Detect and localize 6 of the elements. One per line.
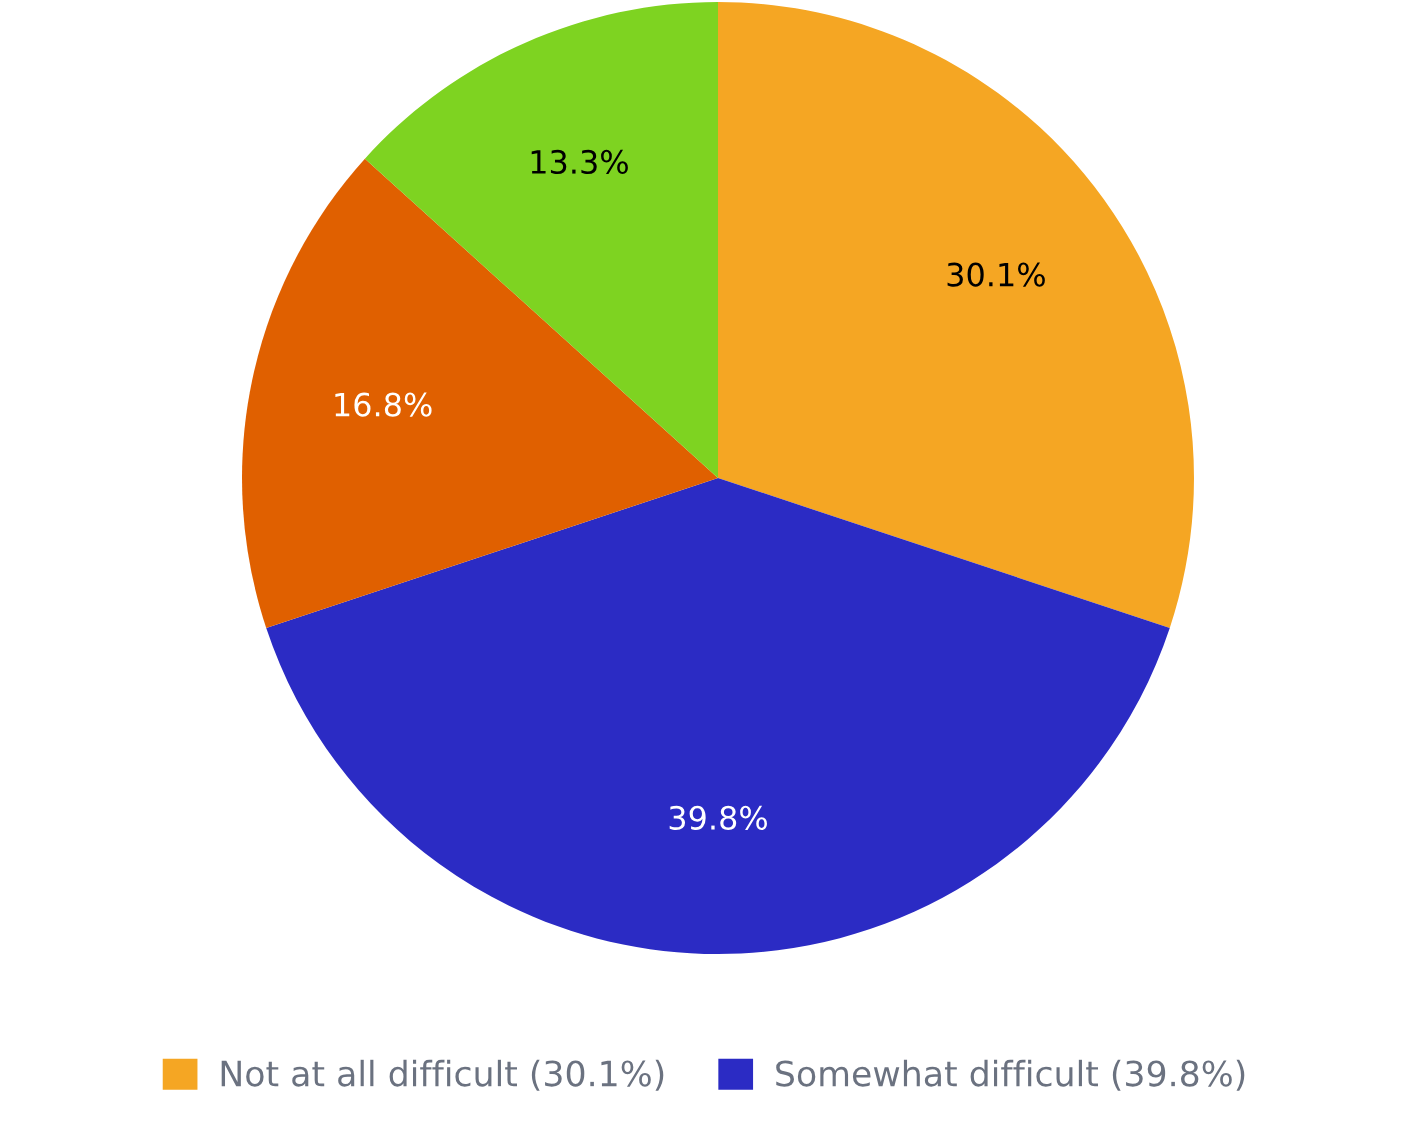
data-label: 16.8% xyxy=(335,392,432,417)
data-label: 13.3% xyxy=(531,149,628,175)
data-label: 39.8% xyxy=(669,805,767,830)
legend-label: Somewhat difficult (39.8%) xyxy=(776,1059,1245,1091)
data-label: 30.1% xyxy=(947,262,1045,287)
legend-label: Not at all difficult (30.1%) xyxy=(221,1059,664,1091)
